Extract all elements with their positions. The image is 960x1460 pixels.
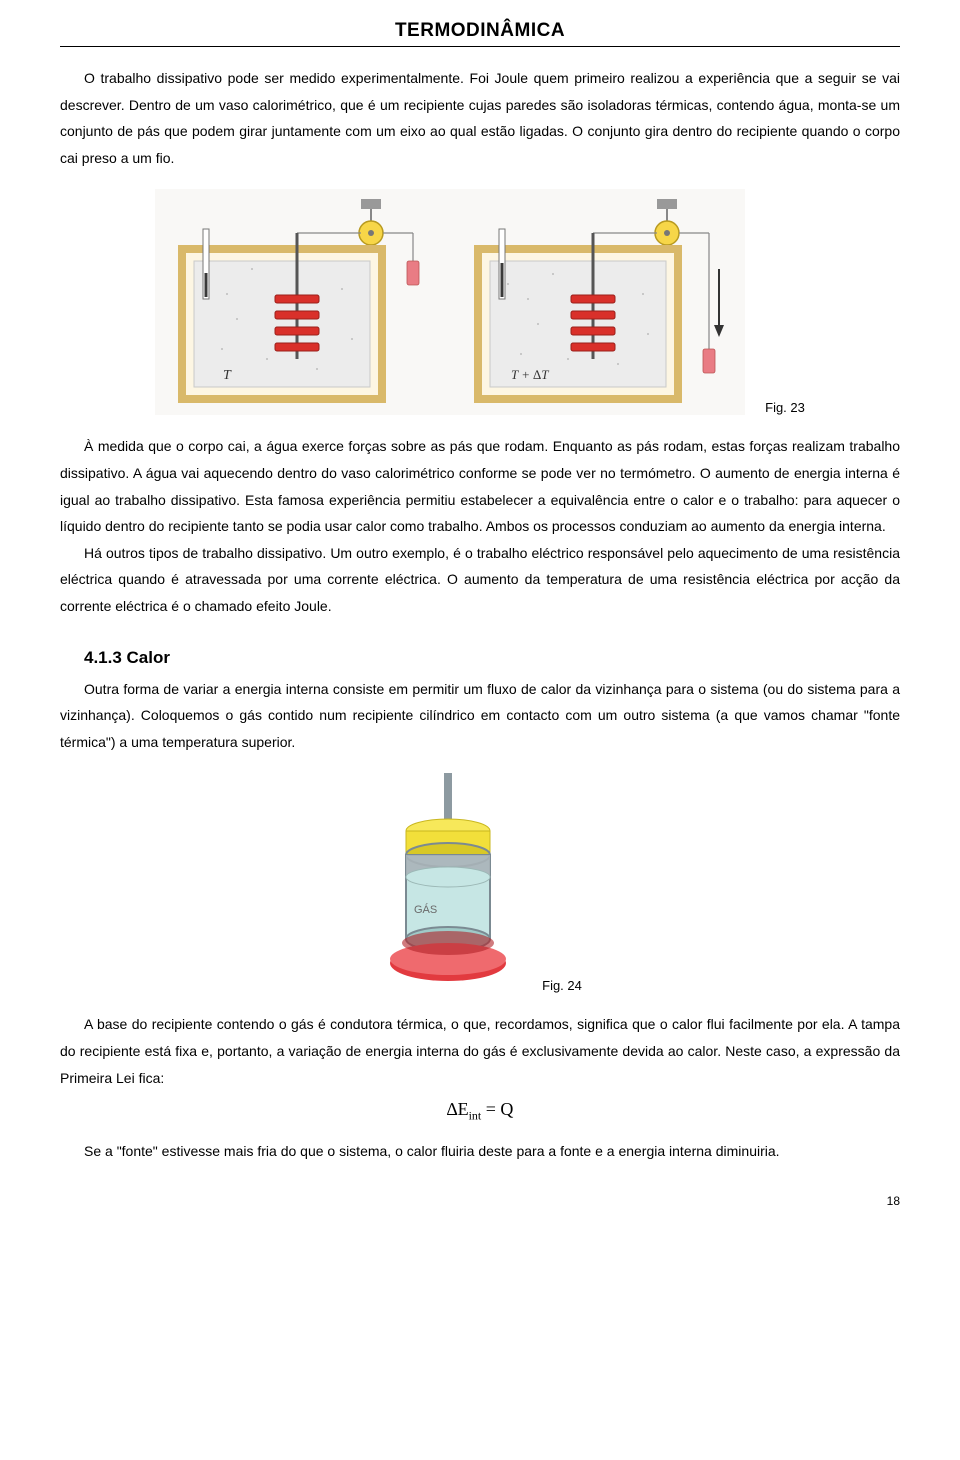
cylinder-diagram-icon: GÁS bbox=[378, 773, 518, 993]
eq-eq: = bbox=[481, 1099, 500, 1119]
paragraph-5: A base do recipiente contendo o gás é co… bbox=[60, 1011, 900, 1091]
paragraph-2: À medida que o corpo cai, a água exerce … bbox=[60, 433, 900, 539]
eq-lhs: ∆E bbox=[447, 1099, 469, 1119]
eq-sub: int bbox=[469, 1109, 482, 1123]
paragraph-1: O trabalho dissipativo pode ser medido e… bbox=[60, 65, 900, 171]
temp-label-right: T + ∆T bbox=[511, 367, 549, 382]
header-rule bbox=[60, 46, 900, 47]
paragraph-4: Outra forma de variar a energia interna … bbox=[60, 676, 900, 756]
eq-rhs: Q bbox=[500, 1099, 513, 1119]
figure-23-block: T bbox=[60, 189, 900, 415]
paragraph-6: Se a "fonte" estivesse mais fria do que … bbox=[60, 1138, 900, 1165]
calorimeter-diagram: T bbox=[155, 189, 745, 415]
temp-label-left: T bbox=[223, 368, 232, 383]
figure-24-caption: Fig. 24 bbox=[542, 978, 582, 993]
figure-24-block: GÁS Fig. 24 bbox=[60, 773, 900, 993]
calorimeter-left-icon: T bbox=[167, 199, 437, 409]
page-number: 18 bbox=[60, 1194, 900, 1208]
section-heading-calor: 4.1.3 Calor bbox=[60, 648, 900, 668]
calorimeter-right-icon: T + ∆T bbox=[463, 199, 733, 409]
first-law-equation: ∆Eint = Q bbox=[60, 1099, 900, 1124]
figure-23-caption: Fig. 23 bbox=[765, 400, 805, 415]
paragraph-3: Há outros tipos de trabalho dissipativo.… bbox=[60, 540, 900, 620]
gas-label: GÁS bbox=[414, 903, 437, 916]
page-header-title: TERMODINÂMICA bbox=[60, 20, 900, 42]
